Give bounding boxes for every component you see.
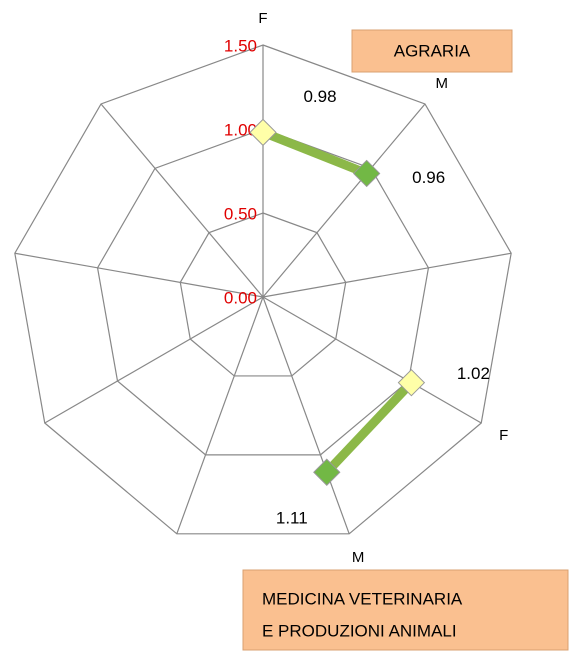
value-label: 1.02 — [457, 364, 490, 383]
spoke — [262, 103, 426, 298]
category-label: M — [435, 75, 448, 92]
spoke — [14, 252, 264, 298]
spoke — [44, 296, 264, 424]
annotation-box — [351, 29, 513, 73]
category-label: F — [499, 427, 508, 444]
annotation-box — [242, 569, 569, 651]
spoke — [100, 103, 264, 298]
y-tick-label: 1.00 — [224, 120, 257, 139]
y-tick-label: 1.50 — [224, 36, 257, 55]
value-label: 0.98 — [303, 87, 336, 106]
annotation: MEDICINA VETERINARIA — [262, 589, 463, 608]
grid-ring — [96, 128, 430, 456]
annotation: E PRODUZIONI ANIMALI — [262, 621, 457, 640]
value-label: 0.96 — [412, 168, 445, 187]
y-tick-label: 0.00 — [224, 288, 257, 307]
annotation: AGRARIA — [394, 41, 471, 60]
marker — [249, 118, 277, 147]
marker — [397, 368, 426, 397]
category-label: M — [352, 549, 365, 566]
value-label: 1.11 — [276, 509, 308, 528]
series-line — [323, 379, 415, 476]
marker — [313, 458, 341, 486]
spoke — [262, 252, 512, 298]
category-label: F — [258, 10, 267, 27]
series-line — [261, 128, 369, 178]
spoke — [262, 296, 350, 535]
y-tick-label: 0.50 — [224, 204, 257, 223]
marker — [352, 159, 381, 188]
grid-ring — [179, 212, 347, 377]
spoke — [262, 296, 482, 424]
spoke — [176, 296, 264, 535]
grid-ring — [14, 44, 512, 535]
